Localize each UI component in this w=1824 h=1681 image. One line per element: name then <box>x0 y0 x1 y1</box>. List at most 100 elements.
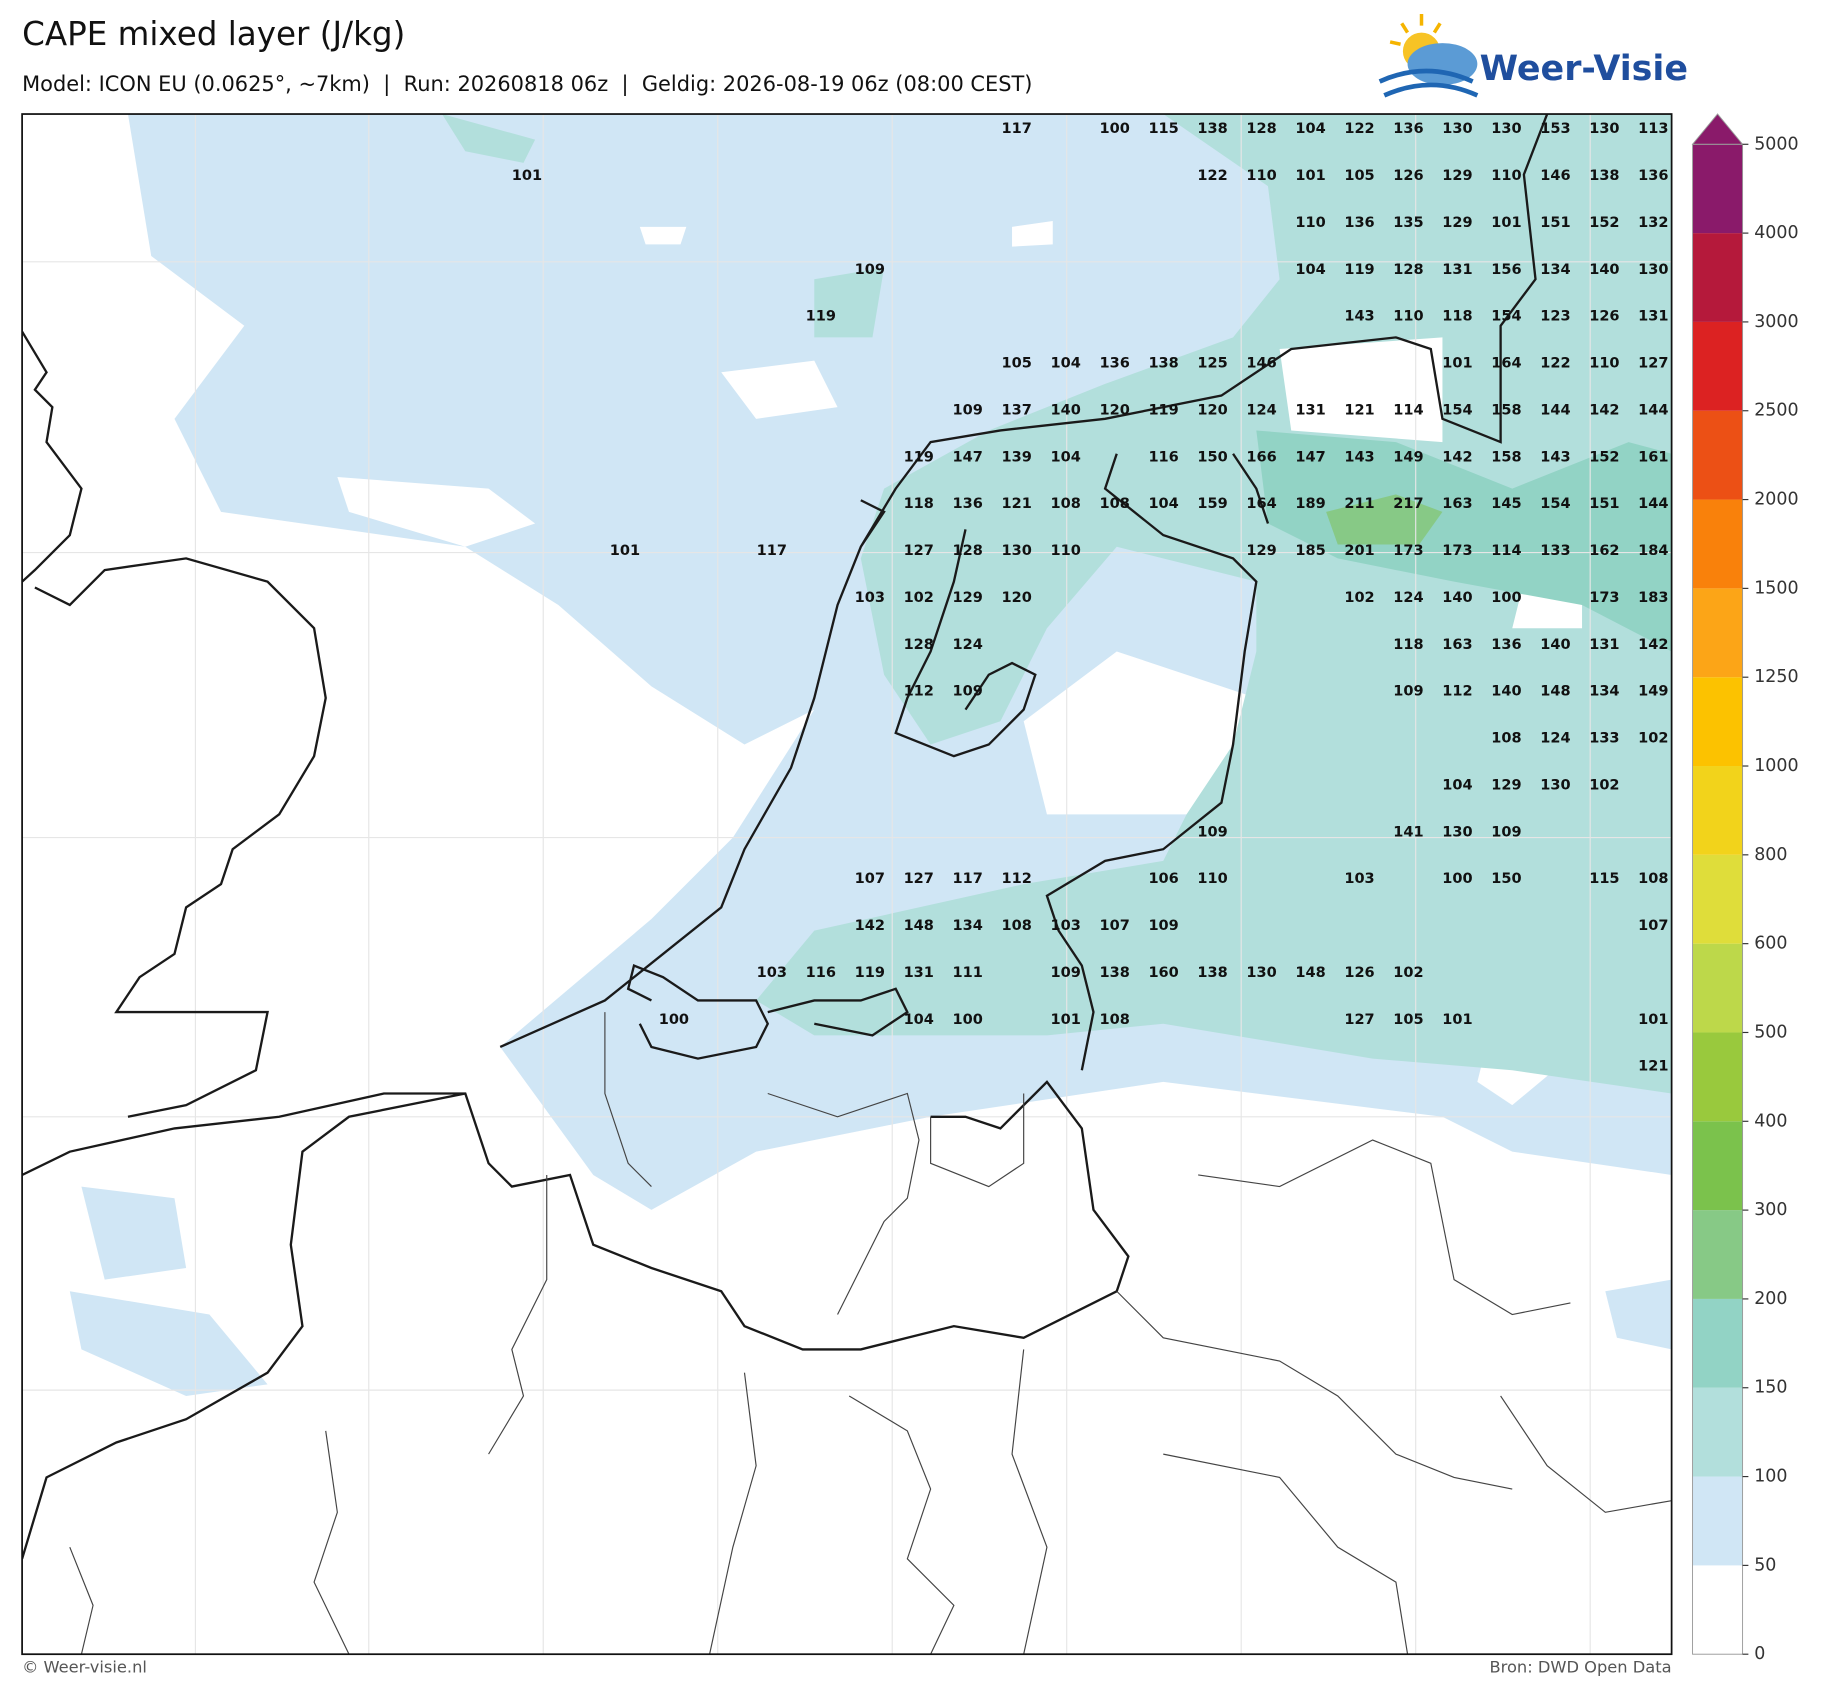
cape-value: 101 <box>610 543 640 559</box>
cape-value: 119 <box>855 965 885 981</box>
cape-value: 127 <box>1344 1012 1374 1028</box>
colorbar-frame <box>1692 143 1744 1655</box>
cape-value: 107 <box>1638 918 1668 934</box>
colorbar-band <box>1692 943 1743 1033</box>
cape-value: 151 <box>1540 215 1570 231</box>
cape-value: 108 <box>1638 871 1668 887</box>
cape-value: 164 <box>1246 496 1276 512</box>
cape-value: 127 <box>904 543 934 559</box>
cape-value: 136 <box>1344 215 1374 231</box>
colorbar-band <box>1692 1387 1743 1477</box>
cape-value: 110 <box>1589 356 1619 372</box>
cape-value: 136 <box>1099 356 1129 372</box>
cape-value: 108 <box>1099 1012 1129 1028</box>
cape-value: 109 <box>1197 824 1227 840</box>
colorbar-label: 1000 <box>1754 756 1798 776</box>
colorbar-label: 500 <box>1754 1022 1787 1042</box>
cape-value: 144 <box>1638 402 1668 418</box>
cape-value: 129 <box>1246 543 1276 559</box>
cape-value: 136 <box>1638 168 1668 184</box>
cape-value: 149 <box>1393 449 1423 465</box>
cape-value: 133 <box>1589 731 1619 747</box>
colorbar-label: 2500 <box>1754 401 1798 421</box>
cape-value: 147 <box>1295 449 1325 465</box>
cape-value: 146 <box>1246 356 1276 372</box>
colorbar-label: 400 <box>1754 1111 1787 1131</box>
colorbar-band <box>1692 1032 1743 1122</box>
cape-value: 142 <box>855 918 885 934</box>
cape-value: 100 <box>1442 871 1472 887</box>
colorbar: 0 50 100 150 200 300 400 500 600 800 1000 1250 1500 2… <box>1691 113 1799 1664</box>
cape-value: 106 <box>1148 871 1178 887</box>
cape-value: 121 <box>1002 496 1032 512</box>
cape-value: 132 <box>1638 215 1668 231</box>
cape-value: 149 <box>1638 684 1668 700</box>
cape-value: 128 <box>1393 262 1423 278</box>
cape-value: 128 <box>953 543 983 559</box>
cape-value: 154 <box>1540 496 1570 512</box>
grid <box>22 114 1672 1655</box>
cape-value: 136 <box>1393 121 1423 137</box>
colorbar-label: 300 <box>1754 1200 1787 1220</box>
cape-value: 150 <box>1197 449 1227 465</box>
cape-150-200 <box>1256 430 1672 652</box>
cape-value: 110 <box>1295 215 1325 231</box>
cape-value: 154 <box>1442 402 1472 418</box>
cape-value: 122 <box>1540 356 1570 372</box>
cape-value: 101 <box>1050 1012 1080 1028</box>
cape-value: 163 <box>1442 637 1472 653</box>
cape-value: 109 <box>1393 684 1423 700</box>
colorbar-label: 100 <box>1754 1467 1787 1487</box>
cape-value: 143 <box>1540 449 1570 465</box>
colorbar-band <box>1692 144 1743 234</box>
cape-value: 100 <box>659 1012 689 1028</box>
cape-value: 129 <box>1491 777 1521 793</box>
colorbar-band <box>1692 321 1743 411</box>
cape-value: 139 <box>1002 449 1032 465</box>
cape-value: 173 <box>1442 543 1472 559</box>
cape-value: 108 <box>1002 918 1032 934</box>
cape-value: 136 <box>953 496 983 512</box>
cape-value: 166 <box>1246 449 1276 465</box>
logo-text: Weer-Visie <box>1480 49 1688 89</box>
cape-value: 103 <box>1050 918 1080 934</box>
cape-value: 112 <box>1442 684 1472 700</box>
cape-value: 118 <box>1442 309 1472 325</box>
cape-value: 127 <box>904 871 934 887</box>
cape-value: 189 <box>1295 496 1325 512</box>
colorbar-band <box>1692 1298 1743 1388</box>
cape-value: 135 <box>1393 215 1423 231</box>
cape-value: 107 <box>1099 918 1129 934</box>
cape-value: 109 <box>855 262 885 278</box>
colorbar-label: 200 <box>1754 1289 1787 1309</box>
cape-value: 140 <box>1442 590 1472 606</box>
cape-value: 134 <box>953 918 983 934</box>
cape-value: 142 <box>1638 637 1668 653</box>
cape-value: 158 <box>1491 449 1521 465</box>
value-labels: 117 100 115 138 128 104 122 136 130 130 153 130 113 1… <box>512 121 1669 1075</box>
colorbar-label: 3000 <box>1754 312 1798 332</box>
colorbar-label: 150 <box>1754 1378 1787 1398</box>
colorbar-band <box>1692 766 1743 855</box>
colorbar-label: 50 <box>1754 1555 1776 1575</box>
cape-value: 112 <box>1002 871 1032 887</box>
cape-value: 105 <box>1344 168 1374 184</box>
cape-value: 113 <box>1638 121 1668 137</box>
cape-value: 109 <box>953 402 983 418</box>
cape-value: 148 <box>904 918 934 934</box>
cape-value: 156 <box>1491 262 1521 278</box>
cape-value: 104 <box>1148 496 1178 512</box>
cape-value: 140 <box>1589 262 1619 278</box>
cape-value: 110 <box>1050 543 1080 559</box>
cape-value: 143 <box>1344 449 1374 465</box>
cape-value: 120 <box>1099 402 1129 418</box>
colorbar-band <box>1692 1121 1743 1211</box>
cape-value: 104 <box>1050 449 1080 465</box>
border <box>69 1012 1672 1655</box>
cape-value: 128 <box>904 637 934 653</box>
cape-value: 114 <box>1393 402 1423 418</box>
cape-value: 152 <box>1589 449 1619 465</box>
cape-value: 137 <box>1002 402 1032 418</box>
cape-value: 126 <box>1589 309 1619 325</box>
